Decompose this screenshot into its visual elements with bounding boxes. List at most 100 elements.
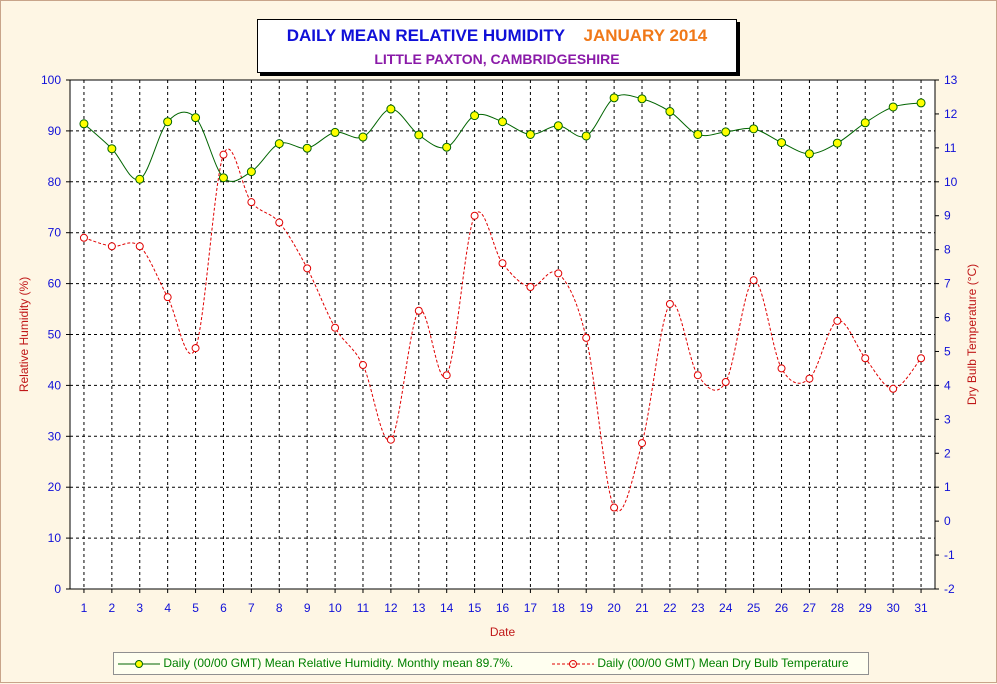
temperature-data-point bbox=[833, 316, 842, 325]
legend-item-temperature: Daily (00/00 GMT) Mean Dry Bulb Temperat… bbox=[552, 656, 849, 670]
left-axis-tick-label: 90 bbox=[48, 124, 62, 138]
temperature-data-point bbox=[805, 374, 814, 383]
humidity-data-point bbox=[553, 121, 563, 131]
temperature-data-point bbox=[665, 299, 674, 308]
right-axis-tick-label: 10 bbox=[944, 175, 958, 189]
x-axis-tick-label: 5 bbox=[192, 601, 199, 615]
temperature-data-point bbox=[693, 371, 702, 380]
x-axis-tick-label: 13 bbox=[412, 601, 426, 615]
right-axis-tick-label: 3 bbox=[944, 412, 951, 426]
x-axis-tick-label: 18 bbox=[552, 601, 566, 615]
right-axis-tick-label: 5 bbox=[944, 344, 951, 358]
x-axis-tick-label: 2 bbox=[109, 601, 116, 615]
right-axis-tick-label: 12 bbox=[944, 107, 958, 121]
left-axis-tick-label: 30 bbox=[48, 429, 62, 443]
temperature-data-point bbox=[191, 344, 200, 353]
x-axis-tick-label: 12 bbox=[384, 601, 398, 615]
temperature-data-point bbox=[303, 264, 312, 273]
humidity-data-point bbox=[860, 118, 870, 128]
temperature-data-point bbox=[331, 323, 340, 332]
temperature-data-point bbox=[889, 384, 898, 393]
x-axis-tick-label: 11 bbox=[357, 601, 370, 615]
x-axis-tick-label: 4 bbox=[164, 601, 171, 615]
x-axis-tick-label: 25 bbox=[747, 601, 761, 615]
humidity-data-point bbox=[386, 104, 396, 114]
humidity-data-point bbox=[218, 173, 228, 183]
left-axis-tick-label: 10 bbox=[48, 531, 62, 545]
legend-humidity-label: Daily (00/00 GMT) Mean Relative Humidity… bbox=[163, 656, 514, 670]
temperature-data-point bbox=[777, 364, 786, 373]
right-axis-tick-label: 7 bbox=[944, 277, 951, 291]
humidity-data-point bbox=[693, 129, 703, 139]
left-axis-tick-label: 50 bbox=[48, 328, 62, 342]
x-axis-tick-label: 1 bbox=[81, 601, 88, 615]
humidity-data-point bbox=[804, 149, 814, 159]
right-axis-tick-label: -1 bbox=[944, 548, 955, 562]
left-axis-tick-label: 20 bbox=[48, 480, 62, 494]
title-line: DAILY MEAN RELATIVE HUMIDITY JANUARY 201… bbox=[258, 26, 736, 46]
temperature-data-point bbox=[163, 293, 172, 302]
humidity-data-point bbox=[525, 129, 535, 139]
humidity-data-point bbox=[609, 93, 619, 103]
humidity-data-point bbox=[135, 174, 145, 184]
temperature-data-point bbox=[582, 333, 591, 342]
humidity-data-point bbox=[916, 98, 926, 108]
right-axis-tick-label: 8 bbox=[944, 243, 951, 257]
legend-temperature-label: Daily (00/00 GMT) Mean Dry Bulb Temperat… bbox=[597, 656, 849, 670]
right-axis-tick-label: 0 bbox=[944, 514, 951, 528]
temperature-data-point bbox=[749, 276, 758, 285]
legend-humidity-symbol bbox=[118, 659, 160, 668]
right-axis-tick-label: 1 bbox=[944, 480, 951, 494]
humidity-data-point bbox=[888, 102, 898, 112]
humidity-data-point bbox=[163, 117, 173, 127]
right-axis-tick-label: 13 bbox=[944, 73, 958, 87]
temperature-data-point bbox=[386, 435, 395, 444]
x-axis-tick-label: 8 bbox=[276, 601, 283, 615]
temperature-data-point bbox=[107, 242, 116, 251]
temperature-data-point bbox=[554, 269, 563, 278]
x-axis-tick-label: 22 bbox=[663, 601, 677, 615]
humidity-data-point bbox=[107, 144, 117, 154]
chart-title: DAILY MEAN RELATIVE HUMIDITY bbox=[286, 26, 565, 45]
left-axis-tick-label: 100 bbox=[41, 73, 61, 87]
x-axis-tick-label: 29 bbox=[859, 601, 873, 615]
humidity-data-point bbox=[442, 142, 452, 152]
x-axis-tick-label: 27 bbox=[803, 601, 817, 615]
temperature-data-point bbox=[526, 282, 535, 291]
right-axis-tick-label: 9 bbox=[944, 209, 951, 223]
x-axis-tick-label: 19 bbox=[580, 601, 594, 615]
legend-temperature-symbol bbox=[552, 659, 594, 668]
chart-period: JANUARY 2014 bbox=[583, 26, 708, 45]
right-axis-title: Dry Bulb Temperature (°C) bbox=[965, 264, 979, 405]
humidity-data-point bbox=[274, 139, 284, 149]
temperature-data-point bbox=[442, 371, 451, 380]
x-axis-tick-label: 17 bbox=[524, 601, 538, 615]
temperature-data-point bbox=[638, 439, 647, 448]
temperature-data-point bbox=[917, 354, 926, 363]
x-axis-tick-label: 20 bbox=[607, 601, 621, 615]
x-axis-tick-label: 7 bbox=[248, 601, 255, 615]
temperature-data-point bbox=[219, 150, 228, 159]
right-axis-tick-label: 2 bbox=[944, 446, 951, 460]
temperature-data-point bbox=[861, 354, 870, 363]
temperature-data-point bbox=[498, 259, 507, 268]
x-axis-title: Date bbox=[490, 625, 516, 639]
x-axis-tick-label: 28 bbox=[831, 601, 845, 615]
temperature-data-point bbox=[610, 503, 619, 512]
left-axis-tick-label: 40 bbox=[48, 378, 62, 392]
x-axis-tick-label: 10 bbox=[328, 601, 342, 615]
temperature-data-point bbox=[721, 378, 730, 387]
x-axis-tick-label: 31 bbox=[914, 601, 928, 615]
x-axis-tick-label: 6 bbox=[220, 601, 227, 615]
right-axis-tick-label: 11 bbox=[944, 141, 957, 155]
x-axis-tick-label: 24 bbox=[719, 601, 733, 615]
temperature-data-point bbox=[247, 198, 256, 207]
temperature-data-point bbox=[275, 218, 284, 227]
chart-subtitle: LITTLE PAXTON, CAMBRIDGESHIRE bbox=[374, 51, 620, 67]
humidity-data-point bbox=[246, 167, 256, 177]
humidity-data-point bbox=[498, 117, 507, 127]
x-axis-tick-label: 14 bbox=[440, 601, 454, 615]
legend: Daily (00/00 GMT) Mean Relative Humidity… bbox=[113, 652, 869, 675]
humidity-data-point bbox=[581, 131, 591, 141]
